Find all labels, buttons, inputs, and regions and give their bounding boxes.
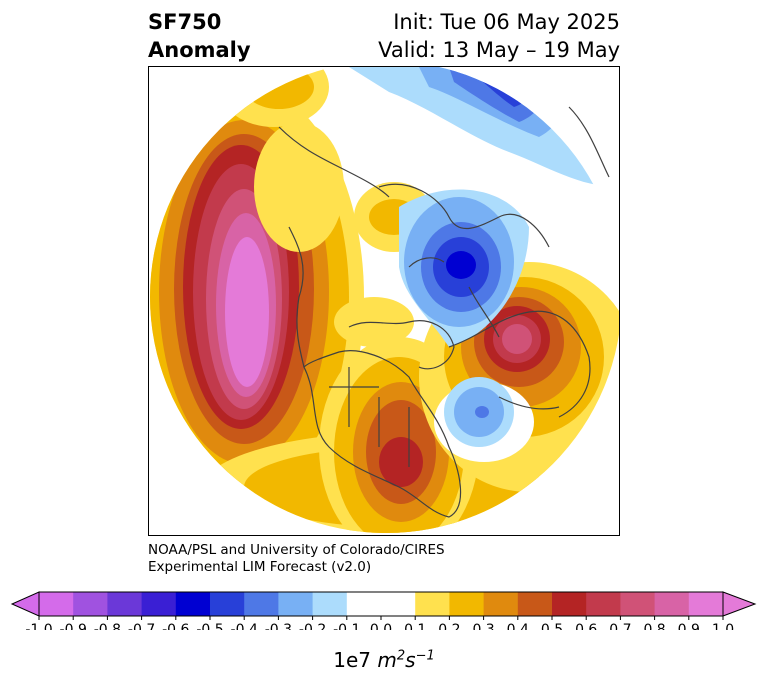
colorbar-box [141,592,177,616]
colorbar-tick-label: 0.8 [643,622,665,630]
colorbar-box [620,592,656,616]
colorbar-box [517,592,553,616]
colorbar-tick-label: 0.3 [472,622,494,630]
colorbar-box [244,592,279,616]
colorbar-tick-label: 0.0 [370,622,392,630]
colorbar-box [415,592,450,616]
units-s: s [405,648,416,672]
colorbar-boxes [10,591,757,617]
colorbar-tick-label: -0.9 [60,622,87,630]
colorbar-box [107,592,143,616]
variable-title: SF750 [148,10,222,34]
colorbar-tick-label: 0.4 [507,622,529,630]
colorbar-box [688,592,724,616]
credit-line-1: NOAA/PSL and University of Colorado/CIRE… [148,542,445,558]
colorbar-tick-label: -0.5 [196,622,223,630]
colorbar-box [278,592,314,616]
colorbar-units: 1e7 m2s−1 [0,648,768,672]
colorbar-box [175,592,211,616]
colorbar-tick-label: 0.5 [541,622,563,630]
colorbar-box [346,592,382,616]
anomaly-map [150,67,619,533]
colorbar-tick-label: -0.4 [231,622,258,630]
units-m-exponent: 2 [396,648,406,664]
colorbar-tick-label: -0.1 [333,622,360,630]
map-panel [148,66,620,536]
colorbar-tick-label: -0.7 [128,622,155,630]
colorbar-box [552,592,587,616]
units-s-exponent: −1 [415,648,435,664]
colorbar-tick-label: -0.2 [299,622,326,630]
colorbar-tick-label: 0.6 [575,622,597,630]
init-date: Init: Tue 06 May 2025 [393,10,620,34]
colorbar-box [210,592,245,616]
colorbar-box [654,592,690,616]
colorbar-tick-label: 0.2 [438,622,460,630]
colorbar-tick-label: -0.8 [94,622,121,630]
colorbar-box [449,592,485,616]
credit-line-2: Experimental LIM Forecast (v2.0) [148,559,372,575]
units-prefix: 1e7 [333,648,372,672]
colorbar-box [381,592,416,616]
colorbar-over-arrow [722,591,757,617]
title-right: Init: Tue 06 May 2025 Valid: 13 May – 19… [378,8,620,64]
colorbar-tick-label: -0.6 [162,622,189,630]
colorbar-tick-label: 0.7 [609,622,631,630]
colorbar-box [73,592,108,616]
colorbar-under-arrow [10,591,40,617]
colorbar: -1.0 -0.9 -0.8 -0.7 -0.6 -0.5 -0.4 -0.3 -0.2 -0.1… [10,591,757,630]
colorbar-tick-label: -1.0 [25,622,52,630]
valid-range: Valid: 13 May – 19 May [378,38,620,62]
colorbar-ticks: -1.0 -0.9 -0.8 -0.7 -0.6 -0.5 -0.4 -0.3 -0.2 -0.1… [25,616,734,630]
colorbar-box [39,592,74,616]
colorbar-tick-label: 0.9 [678,622,700,630]
colorbar-tick-label: -0.3 [265,622,292,630]
contour-fill [150,67,619,533]
colorbar-tick-label: 0.1 [404,622,426,630]
title-left: SF750 Anomaly [148,8,251,64]
land-outlines [278,106,610,518]
units-m: m [377,648,397,672]
anomaly-title: Anomaly [148,38,251,62]
credit-text: NOAA/PSL and University of Colorado/CIRE… [148,542,445,576]
colorbar-tick-label: 1.0 [712,622,734,630]
colorbar-box [586,592,621,616]
colorbar-box [312,592,348,616]
colorbar-box [483,592,519,616]
